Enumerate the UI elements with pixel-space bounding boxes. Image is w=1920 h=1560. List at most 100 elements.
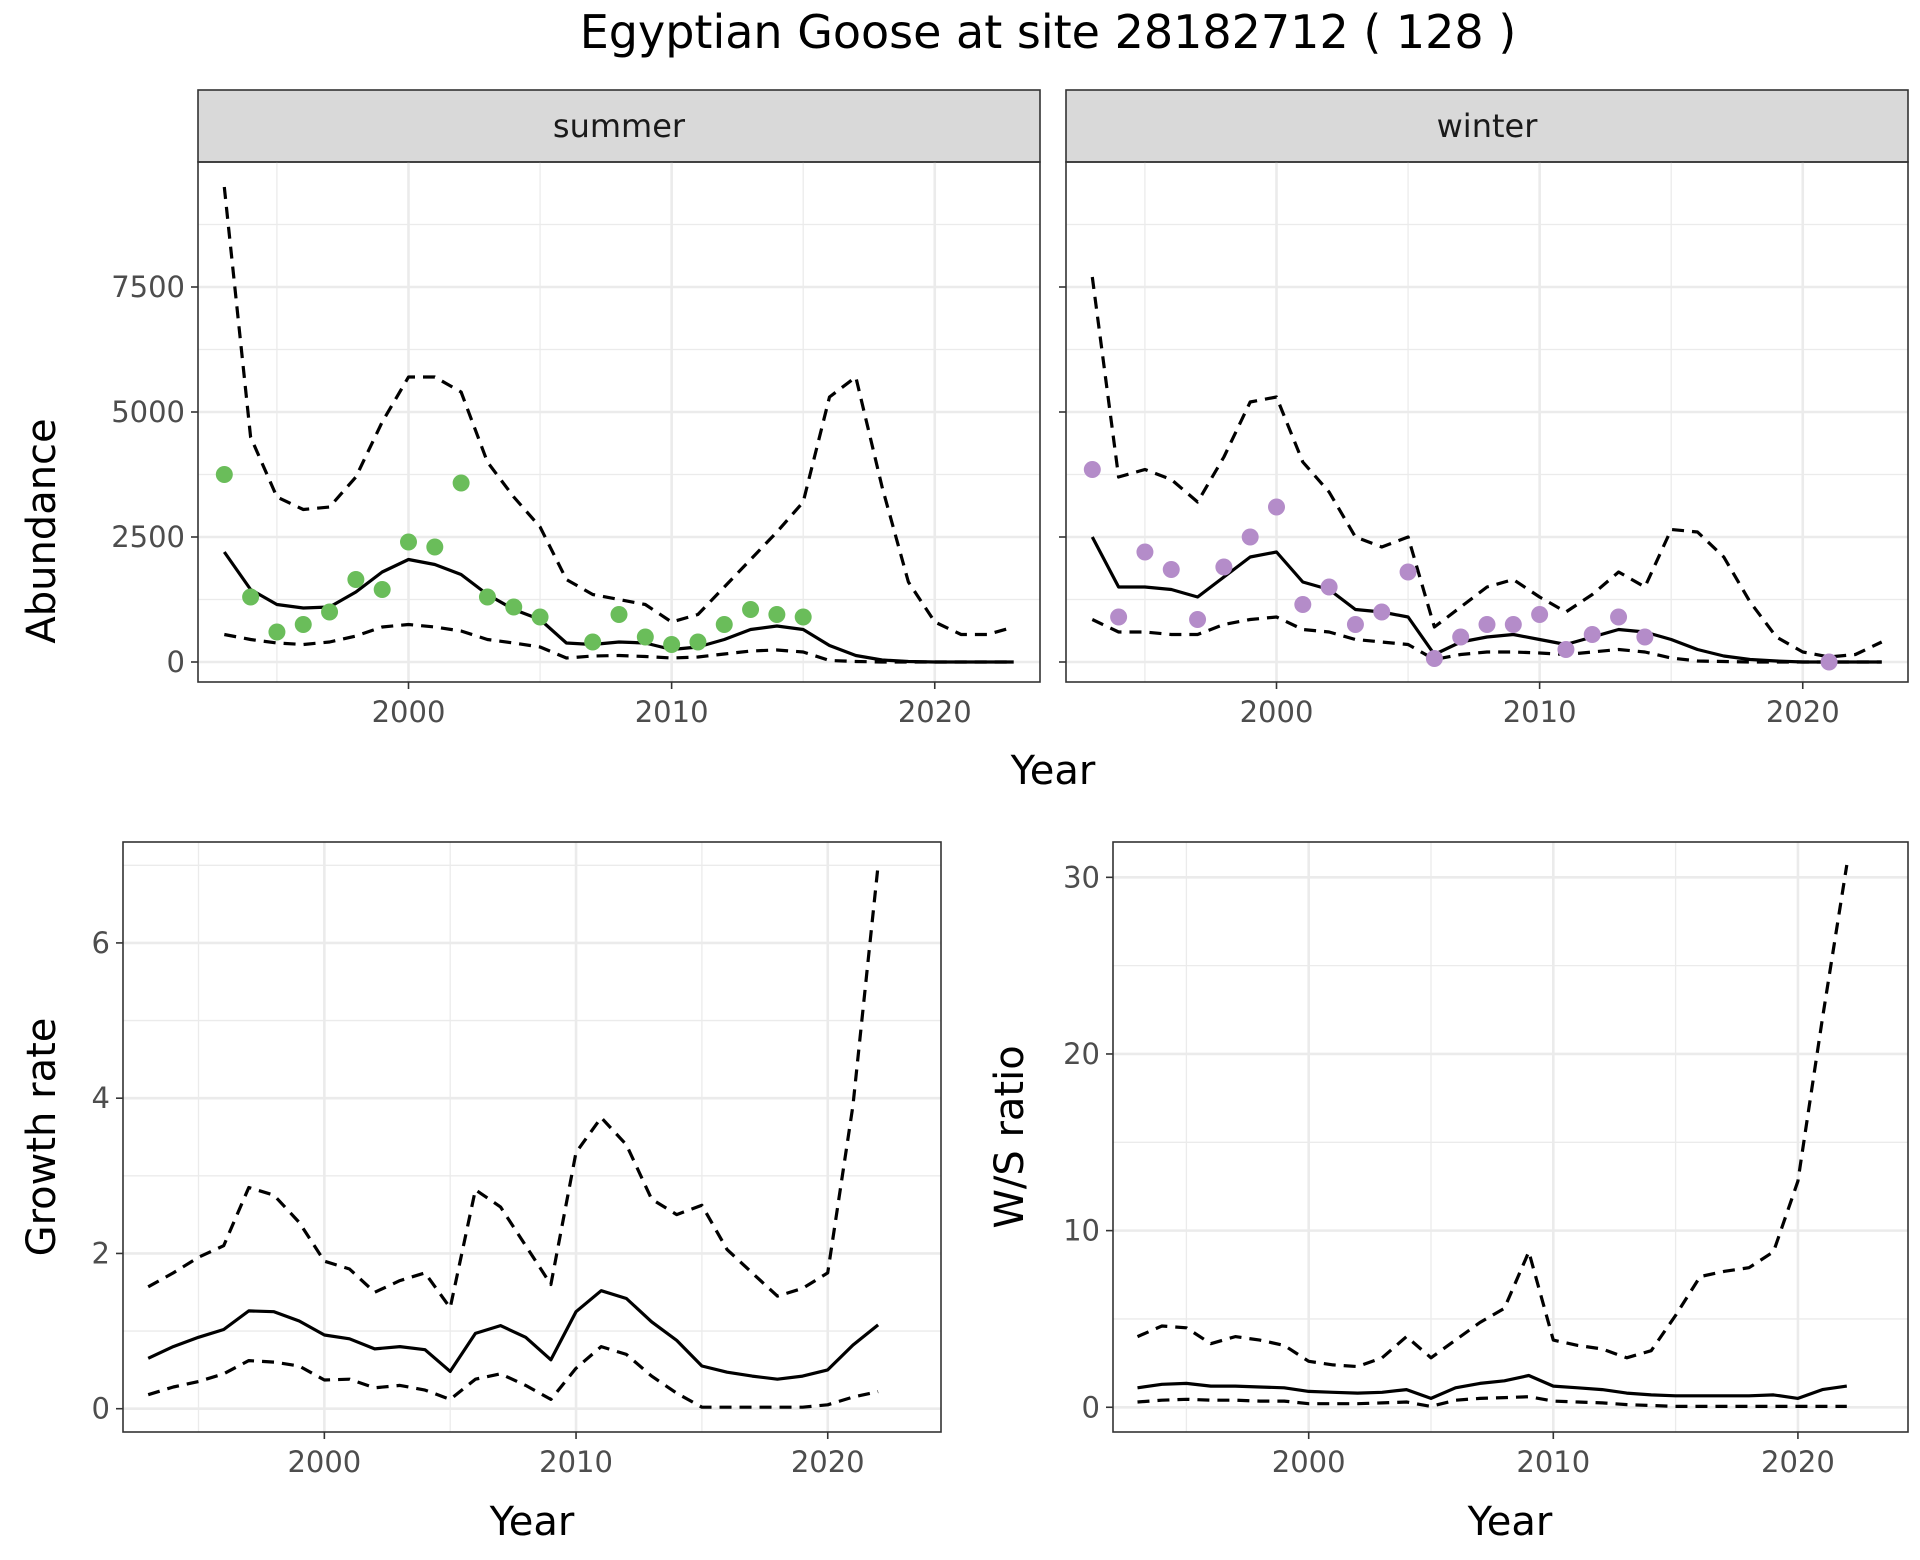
winter-observed-point: [1162, 561, 1180, 578]
summer-y-tick-label: 5000: [111, 395, 185, 429]
summer-panel-border: [197, 161, 1041, 683]
summer-observed-point: [742, 601, 760, 618]
top-x-axis-title: Year: [1010, 748, 1096, 794]
summer-grid: [198, 162, 1040, 682]
summer-observed-point: [242, 588, 260, 606]
winter-x-tick-label: 2000: [1240, 695, 1314, 729]
ratio-grid: [1113, 842, 1908, 1432]
summer-observed-point: [268, 623, 286, 641]
growth-rate-panel: 2000 2010 2020 0 2 4 6: [92, 841, 942, 1479]
ratio-estimate-line: [1137, 1373, 1848, 1400]
winter-observed-point: [1504, 616, 1522, 633]
growth-y-axis-title: Growth rate: [19, 1018, 65, 1257]
summer-observed-point: [347, 571, 365, 588]
growth-x-tick-label: 2000: [287, 1445, 361, 1479]
summer-observed-point: [531, 608, 549, 626]
growth-series: [147, 865, 880, 1409]
figure-title: Egyptian Goose at site 28182712 ( 128 ): [580, 5, 1517, 59]
winter-observed-point: [1136, 543, 1154, 561]
summer-observed-point: [610, 606, 628, 623]
growth-estimate-line: [147, 1289, 880, 1381]
winter-observed-point: [1241, 528, 1259, 546]
winter-abundance-panel: winter 2000 2010 2020: [1059, 89, 1909, 729]
ratio-series: [1136, 864, 1849, 1408]
ratio-x-tick-label: 2010: [1516, 1445, 1590, 1479]
growth-y-tick-label: 4: [92, 1081, 110, 1115]
summer-observed-point: [400, 533, 417, 551]
winter-observed-point: [1531, 606, 1549, 623]
ratio-upper-ci-line: [1136, 864, 1849, 1369]
ratio-y-axis-title: W/S ratio: [987, 1045, 1033, 1228]
winter-upper-ci-line: [1090, 276, 1883, 659]
abundance-y-axis-title: Abundance: [19, 418, 65, 643]
winter-observed-point: [1083, 461, 1101, 478]
winter-observed-point: [1215, 558, 1233, 576]
winter-axes: 2000 2010 2020: [1059, 286, 1840, 729]
summer-observed-point: [584, 633, 602, 651]
winter-grid: [1066, 162, 1908, 682]
summer-axes: 2000 2010 2020 0 2500 5000 7500: [111, 270, 971, 729]
summer-observed-point: [426, 538, 444, 556]
summer-estimate-line: [222, 551, 1014, 664]
winter-observed-point: [1636, 628, 1654, 646]
winter-observed-point: [1478, 616, 1496, 633]
summer-upper-ci-line: [222, 186, 1015, 637]
winter-observed-point: [1399, 563, 1417, 581]
growth-lower-ci-line: [147, 1345, 879, 1409]
summer-observed-point: [373, 581, 391, 598]
summer-observed-point: [478, 588, 496, 606]
ratio-axes: 2000 2010 2020 0 10 20 30: [1063, 860, 1835, 1479]
summer-observed-point: [215, 466, 233, 483]
ratio-panel-border: [1112, 841, 1909, 1433]
ratio-x-tick-label: 2000: [1272, 1445, 1346, 1479]
growth-upper-ci-line: [147, 865, 880, 1310]
winter-observed-point: [1583, 626, 1601, 643]
ws-ratio-panel: 2000 2010 2020 0 10 20 30: [1063, 841, 1909, 1479]
winter-observed-point: [1346, 616, 1364, 633]
summer-observed-point: [321, 603, 339, 621]
growth-y-tick-label: 2: [92, 1236, 110, 1270]
ratio-y-tick-label: 0: [1082, 1390, 1100, 1424]
summer-y-tick-label: 7500: [111, 270, 185, 304]
ratio-y-tick-label: 10: [1063, 1214, 1100, 1248]
ratio-lower-ci-line: [1137, 1395, 1847, 1408]
summer-observed-point: [663, 636, 681, 653]
winter-observed-point: [1189, 611, 1207, 628]
summer-observed-point: [689, 633, 707, 651]
summer-x-tick-label: 2020: [898, 695, 972, 729]
summer-y-tick-label: 0: [167, 645, 185, 679]
growth-axes: 2000 2010 2020 0 2 4 6: [92, 926, 865, 1479]
summer-observed-point: [715, 616, 733, 633]
winter-observed-point: [1452, 628, 1470, 646]
summer-x-tick-label: 2000: [372, 695, 446, 729]
ratio-y-tick-label: 20: [1063, 1037, 1100, 1071]
growth-x-tick-label: 2010: [539, 1445, 613, 1479]
winter-panel-border: [1065, 161, 1909, 683]
winter-observed-point: [1610, 608, 1628, 626]
winter-strip-label: winter: [1437, 107, 1539, 145]
winter-estimate-line: [1090, 536, 1882, 664]
summer-strip: [197, 89, 1041, 163]
summer-series: [215, 186, 1015, 664]
winter-observed-point: [1373, 603, 1391, 621]
ratio-y-tick-label: 30: [1063, 860, 1100, 894]
summer-abundance-panel: summer 2000 2010 2020 0 2500 5000 7500: [111, 89, 1041, 729]
winter-observed-point: [1294, 596, 1312, 613]
summer-observed-point: [636, 628, 654, 646]
summer-observed-point: [794, 608, 812, 626]
winter-x-tick-label: 2010: [1503, 695, 1577, 729]
winter-observed-point: [1557, 641, 1575, 658]
winter-observed-point: [1268, 498, 1285, 516]
summer-x-tick-label: 2010: [635, 695, 709, 729]
winter-x-tick-label: 2020: [1766, 695, 1840, 729]
summer-observed-point: [294, 616, 312, 633]
summer-y-tick-label: 2500: [111, 520, 185, 554]
ratio-x-tick-label: 2020: [1761, 1445, 1835, 1479]
winter-observed-point: [1110, 608, 1128, 626]
growth-x-tick-label: 2020: [791, 1445, 865, 1479]
ratio-x-axis-title: Year: [1467, 1499, 1553, 1545]
summer-observed-point: [505, 598, 523, 616]
winter-strip: [1065, 89, 1909, 163]
winter-series: [1083, 276, 1883, 671]
